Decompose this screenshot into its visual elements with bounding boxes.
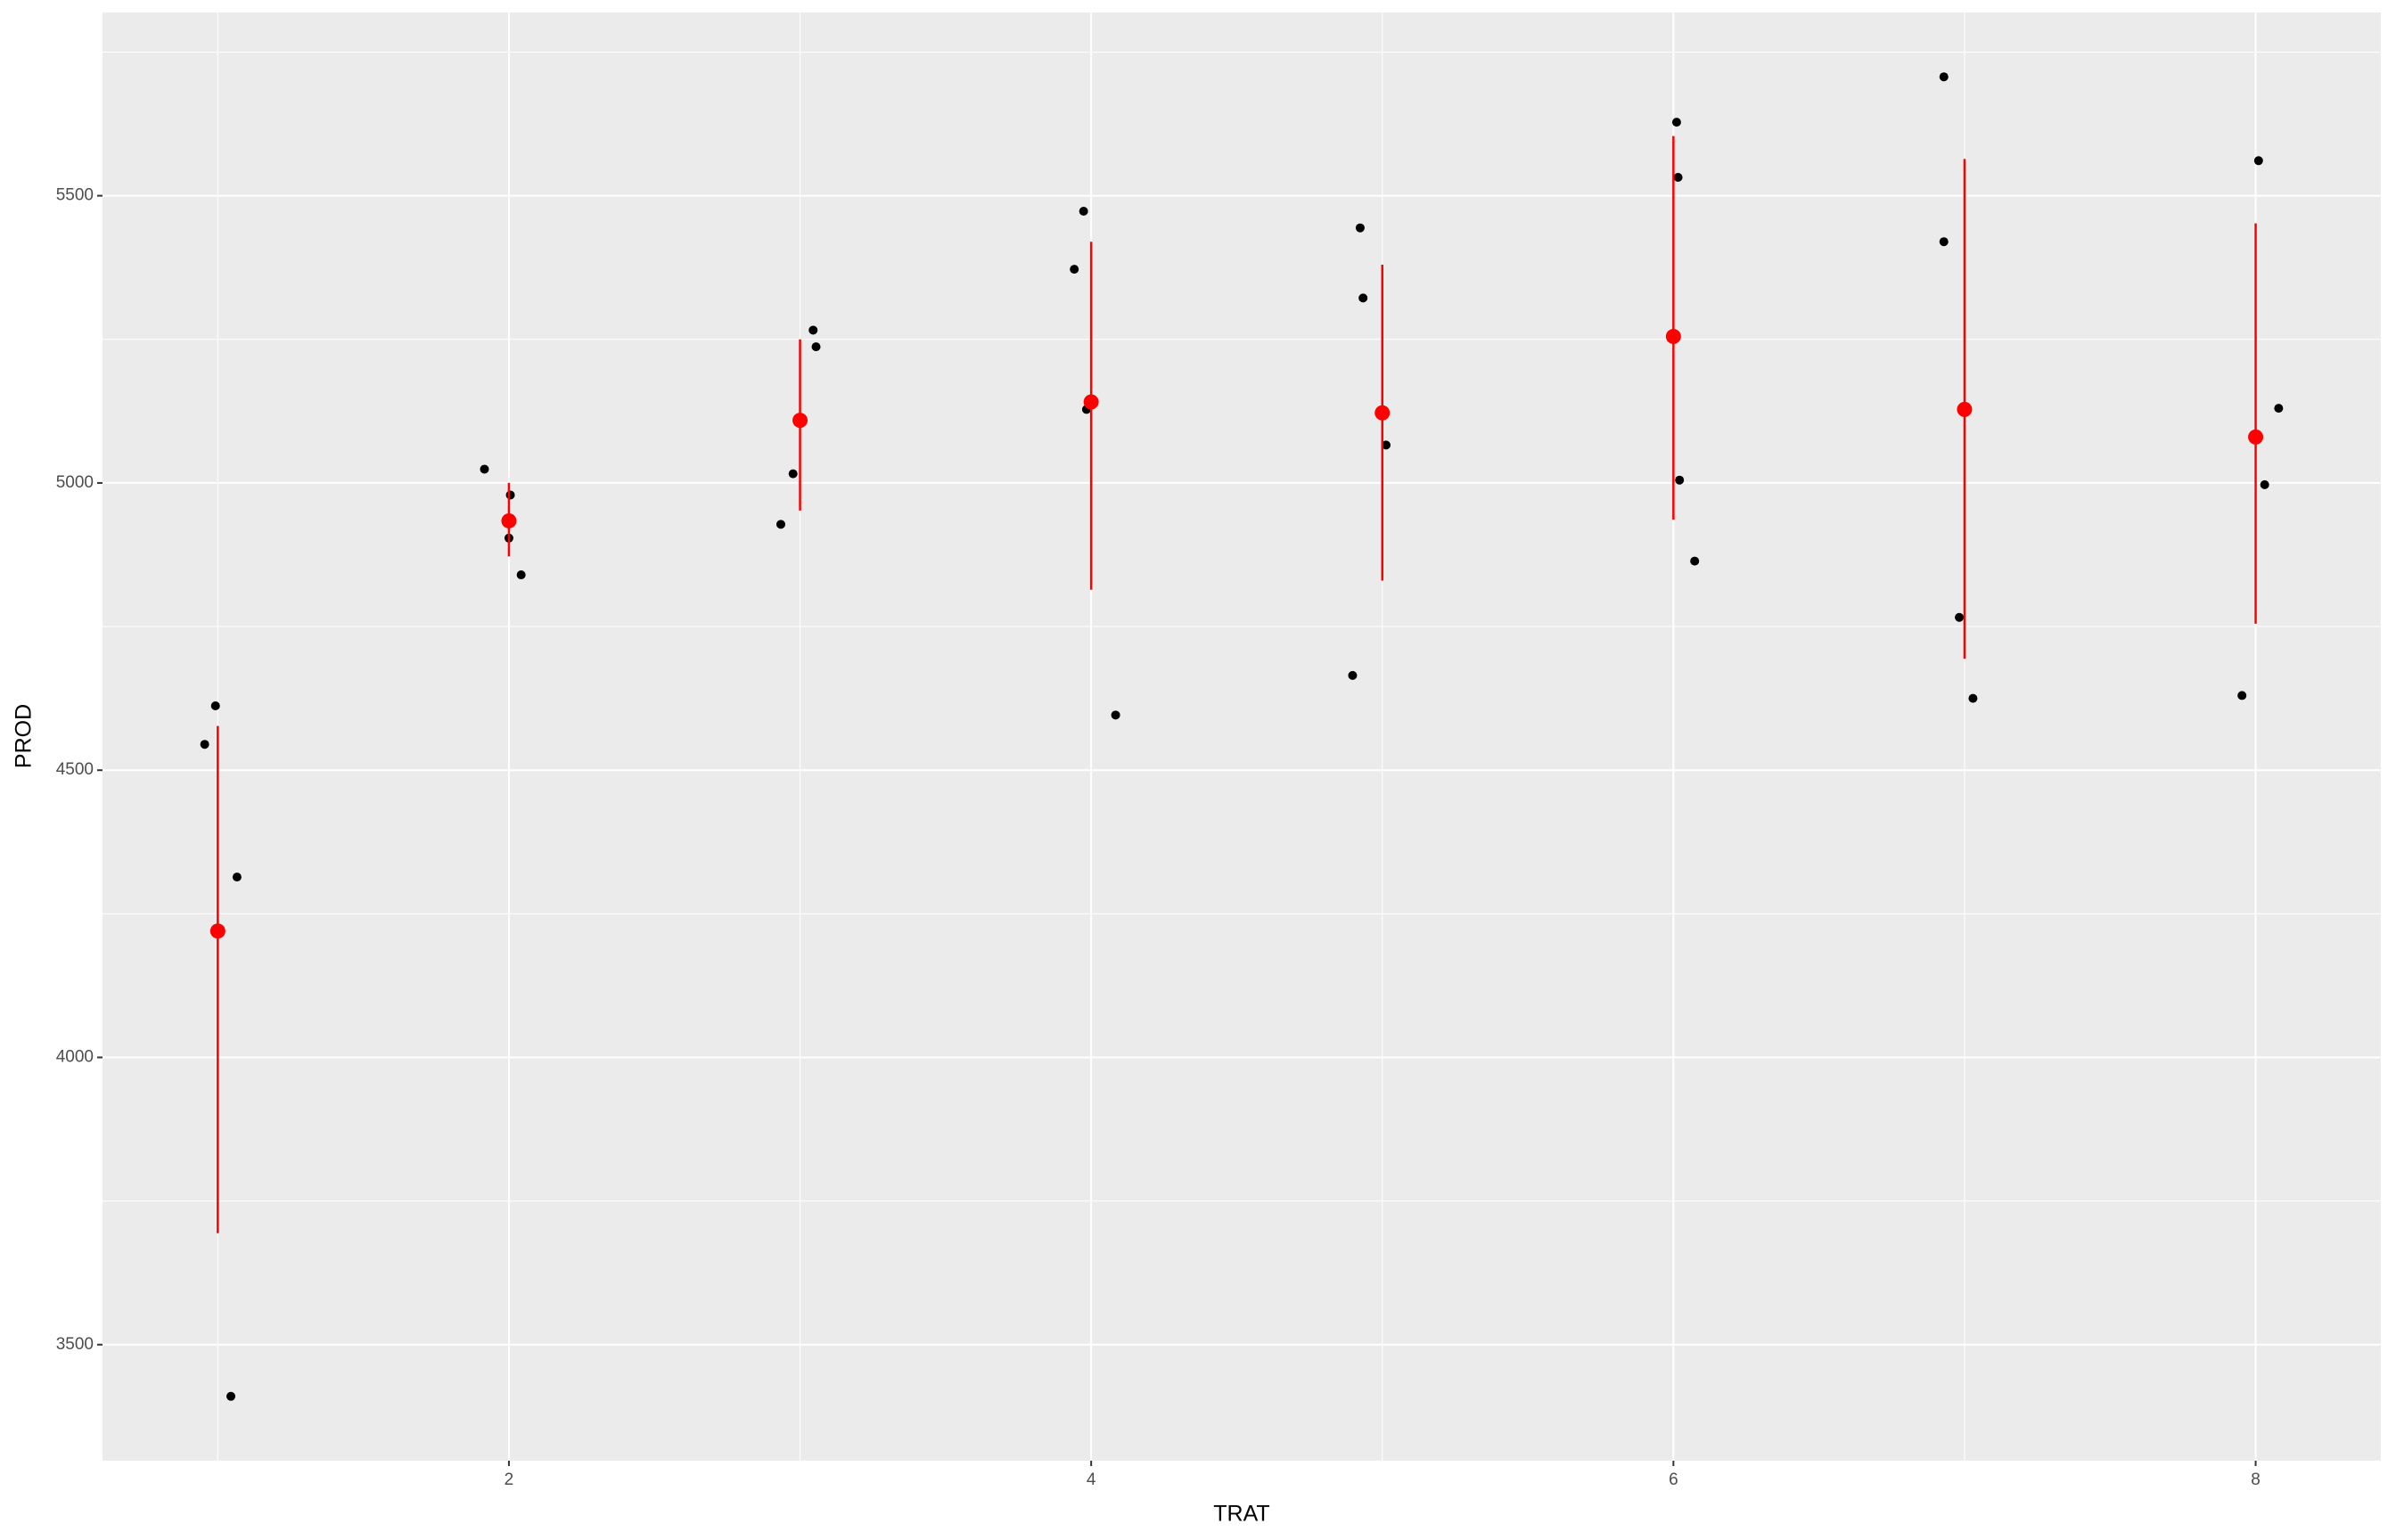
data-point: [200, 740, 209, 750]
data-point: [811, 342, 821, 352]
data-point: [1673, 172, 1683, 182]
data-point: [788, 469, 798, 479]
data-point: [1358, 293, 1368, 303]
data-point: [1675, 475, 1685, 485]
data-point: [226, 1391, 236, 1401]
mean-point: [209, 923, 226, 939]
y-tick-label: 5500: [56, 186, 94, 205]
x-axis-title: TRAT: [1213, 1502, 1269, 1527]
mean-point: [1665, 329, 1681, 345]
y-axis-title: PROD: [12, 704, 37, 768]
x-tick-label: 2: [505, 1470, 514, 1489]
data-point: [1939, 237, 1949, 247]
data-point: [1690, 556, 1700, 566]
y-tick-label: 4000: [56, 1048, 94, 1067]
data-point: [1381, 440, 1391, 450]
data-point: [775, 520, 785, 529]
data-point: [1939, 72, 1949, 82]
mean-point: [1083, 394, 1099, 410]
data-point: [516, 570, 526, 580]
data-point: [1348, 670, 1358, 680]
y-tick-label: 4500: [56, 760, 94, 779]
data-point: [1070, 265, 1079, 274]
data-point: [1968, 693, 1978, 703]
data-point: [1111, 710, 1120, 720]
data-point: [505, 490, 515, 500]
y-tick-label: 3500: [56, 1335, 94, 1354]
y-tick-label: 5000: [56, 473, 94, 492]
mean-point: [501, 512, 517, 528]
mean-point: [1374, 405, 1391, 421]
data-point: [2253, 156, 2263, 166]
x-tick-label: 6: [1669, 1470, 1678, 1489]
mean-point: [792, 413, 808, 429]
data-point: [2260, 479, 2269, 489]
x-tick-label: 4: [1087, 1470, 1096, 1489]
data-point: [2237, 691, 2247, 700]
mean-point: [2248, 429, 2264, 445]
data-point: [1355, 223, 1365, 233]
x-tick-label: 8: [2251, 1470, 2261, 1489]
mean-point: [1957, 401, 1973, 417]
data-point: [210, 701, 220, 711]
plot-panel: [103, 12, 2381, 1461]
data-point: [2274, 404, 2284, 414]
data-point: [1671, 118, 1681, 127]
data-point: [808, 325, 818, 335]
data-point: [1955, 612, 1965, 622]
data-point: [232, 872, 242, 882]
data-point: [1079, 207, 1088, 217]
data-point: [480, 464, 489, 474]
